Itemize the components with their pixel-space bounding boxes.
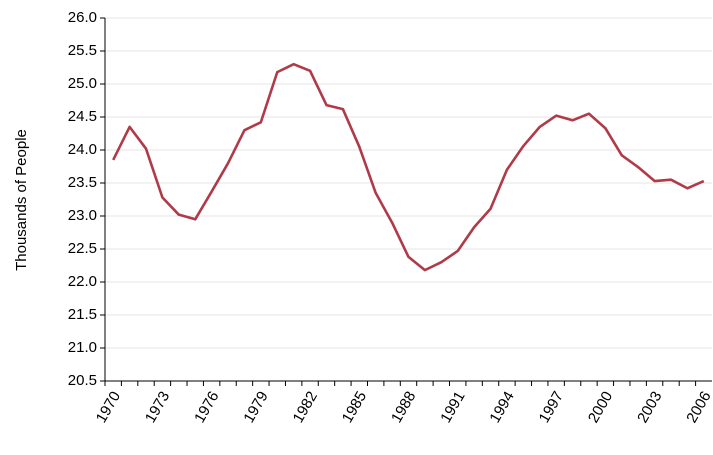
- x-tick-label: 2003: [634, 388, 665, 425]
- x-tick-label: 1991: [437, 388, 468, 425]
- y-tick-label: 25.0: [68, 75, 97, 92]
- x-tick-label: 1997: [536, 388, 567, 425]
- y-tick-label: 22.5: [68, 240, 97, 257]
- x-tick-label: 1973: [142, 388, 173, 425]
- x-tick-label: 1982: [290, 388, 321, 425]
- y-tick-label: 22.0: [68, 273, 97, 290]
- y-tick-label: 26.0: [68, 9, 97, 26]
- x-tick-label: 1979: [240, 388, 271, 425]
- x-tick-label: 1985: [339, 388, 370, 425]
- x-tick-label: 1994: [486, 388, 517, 425]
- x-tick-label: 1970: [93, 388, 124, 425]
- x-tick-label: 2006: [683, 388, 713, 425]
- y-tick-label: 23.5: [68, 174, 97, 191]
- y-tick-label: 23.0: [68, 207, 97, 224]
- y-tick-label: 21.5: [68, 306, 97, 323]
- data-line: [112, 62, 705, 272]
- x-tick-label: 1976: [191, 388, 222, 425]
- y-tick-label: 25.5: [68, 42, 97, 59]
- x-tick-label: 1988: [388, 388, 419, 425]
- y-tick-label: 24.0: [68, 141, 97, 158]
- y-axis-label: Thousands of People: [13, 129, 30, 271]
- x-tick-label: 2000: [585, 388, 616, 425]
- y-tick-label: 20.5: [68, 372, 97, 389]
- y-tick-label: 21.0: [68, 339, 97, 356]
- y-tick-label: 24.5: [68, 108, 97, 125]
